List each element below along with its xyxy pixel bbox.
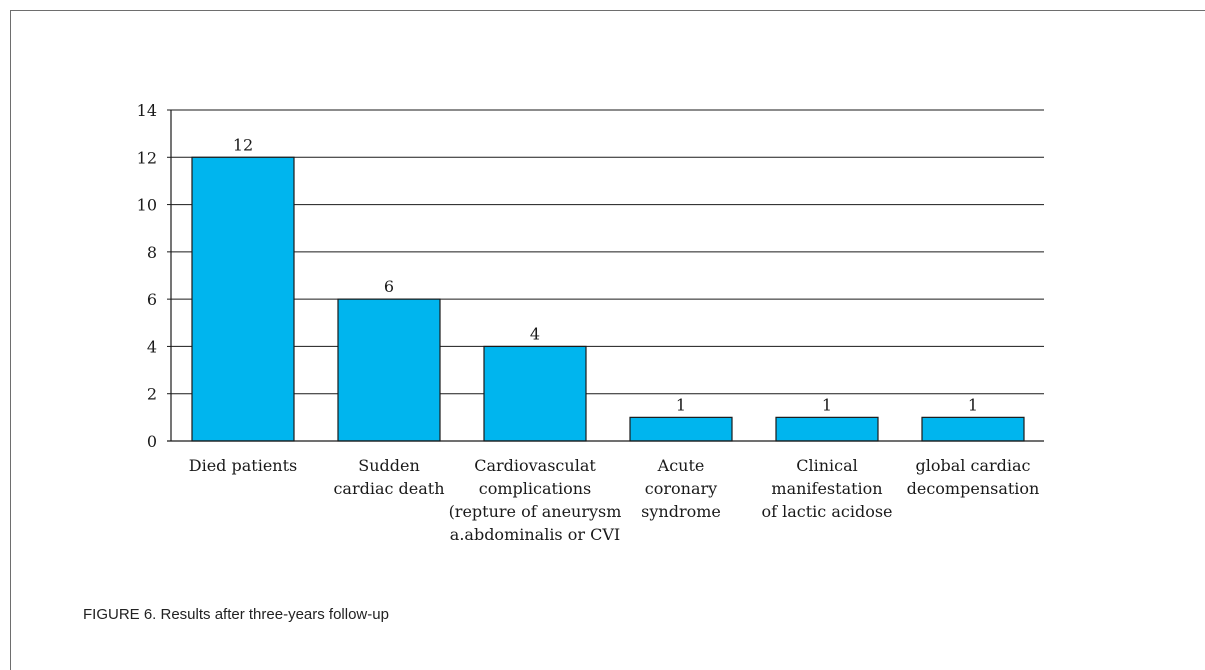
y-tick-label: 4: [147, 337, 157, 356]
bar: [337, 298, 441, 442]
labels: 0 2 4 6 8 10 12 14 12 6 4 1 1 1 Died patients Sudden car…: [137, 101, 1040, 544]
y-tick-label: 2: [147, 385, 157, 404]
gridlines: [171, 109, 1044, 395]
bar: [775, 416, 879, 442]
y-tick-label: 10: [137, 196, 157, 215]
x-category-label: Died patients: [189, 456, 297, 475]
bar-value-label: 6: [384, 277, 394, 296]
bar: [191, 156, 295, 442]
x-category-label: syndrome: [641, 502, 721, 521]
y-tick-label: 0: [147, 432, 157, 451]
x-category-label: Clinical: [796, 456, 858, 475]
figure-frame: [10, 10, 1205, 670]
figure-caption: FIGURE 6. Results after three-years foll…: [83, 606, 389, 623]
x-category-label: manifestation: [771, 479, 882, 498]
bars: [191, 156, 1025, 442]
x-category-label: coronary: [645, 479, 717, 498]
x-category-label: Cardiovasculat: [474, 456, 596, 475]
y-tick-label: 6: [147, 290, 157, 309]
bar-chart: 0 2 4 6 8 10 12 14 12 6 4 1 1 1 Died patients Sudden car…: [137, 101, 1044, 544]
x-category-label: Sudden: [358, 456, 420, 475]
x-category-label: a.abdominalis or CVI: [450, 525, 620, 544]
x-category-label: of lactic acidose: [761, 502, 892, 521]
y-tick-label: 14: [137, 101, 157, 120]
bar-value-label: 1: [676, 395, 686, 414]
x-category-label: complications: [479, 479, 591, 498]
bar-value-label: 12: [233, 135, 253, 154]
x-category-label: global cardiac: [916, 456, 1031, 475]
bar-value-label: 4: [530, 324, 540, 343]
y-tick-label: 12: [137, 148, 157, 167]
x-category-label: cardiac death: [333, 479, 444, 498]
bar-value-label: 1: [968, 395, 978, 414]
bar: [629, 416, 733, 442]
bar-value-label: 1: [822, 395, 832, 414]
y-tick-label: 8: [147, 243, 157, 262]
x-category-label: decompensation: [907, 479, 1040, 498]
axes: [167, 109, 1044, 442]
x-category-label: Acute: [657, 456, 705, 475]
bar: [483, 345, 587, 442]
bar: [921, 416, 1025, 442]
x-category-label: (repture of aneurysm: [449, 502, 622, 521]
